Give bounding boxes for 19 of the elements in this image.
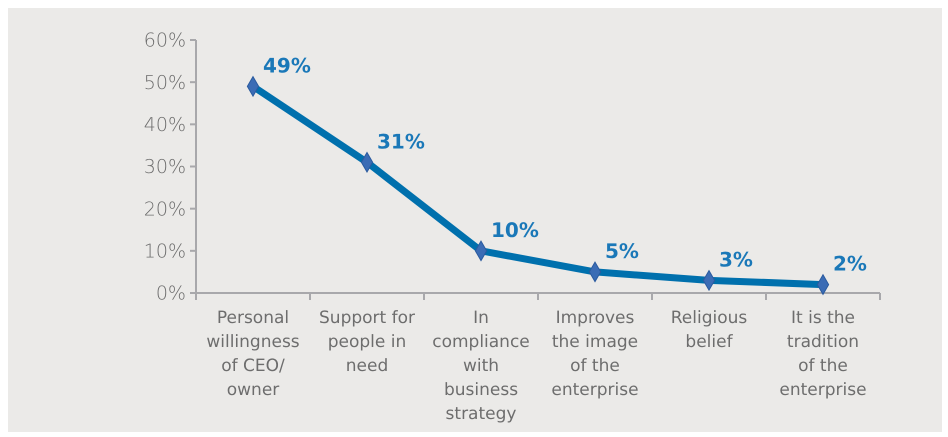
data-label: 49%: [263, 53, 311, 78]
y-tick-label: 60%: [144, 30, 186, 52]
data-label: 5%: [605, 238, 639, 263]
y-tick-label: 50%: [144, 72, 186, 94]
y-tick-label: 30%: [144, 156, 186, 178]
y-tick-label: 10%: [144, 240, 186, 262]
x-tick-label: Religious belief: [670, 308, 748, 352]
y-tick-label: 0%: [156, 282, 186, 305]
x-tick-label: Improves the image of the enterprise: [551, 308, 639, 400]
data-label: 2%: [833, 252, 867, 276]
data-label: 31%: [377, 129, 425, 154]
x-tick-label: In compliance with business strategy: [432, 308, 530, 424]
data-label: 10%: [491, 218, 539, 242]
x-tick-label: Support for people in need: [319, 308, 415, 376]
data-label: 3%: [719, 247, 753, 272]
x-tick-label: It is the tradition of the enterprise: [779, 308, 867, 400]
y-tick-label: 40%: [144, 114, 186, 136]
y-tick-label: 20%: [144, 198, 186, 220]
x-tick-label: Personal willingness of CEO/ owner: [206, 308, 300, 400]
